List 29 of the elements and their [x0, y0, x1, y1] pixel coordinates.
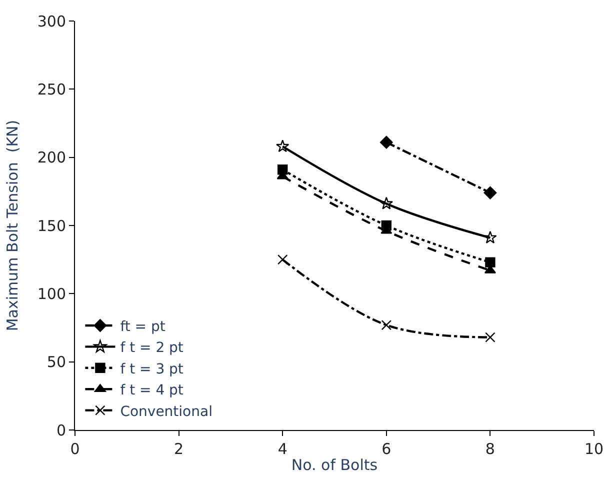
x-axis-title: No. of Bolts [291, 456, 378, 474]
y-tick-label: 100 [37, 284, 66, 303]
point [380, 196, 393, 210]
point [485, 332, 496, 342]
y-tick-label: 0 [56, 421, 66, 440]
point [484, 186, 497, 200]
point [380, 136, 393, 149]
legend-label: ft = pt [120, 318, 166, 335]
y-tick-label: 50 [46, 353, 66, 372]
legend-label: Conventional [120, 404, 212, 420]
point [381, 320, 392, 330]
point [484, 230, 497, 244]
point [485, 257, 496, 268]
point [276, 140, 290, 152]
y-tick-label: 250 [37, 80, 66, 98]
x-tick-label: 2 [174, 440, 184, 458]
legend-label: f t = 2 pt [120, 340, 184, 356]
legend-label: f t = 4 pt [120, 382, 184, 399]
y-tick-label: 150 [37, 216, 66, 235]
x-tick-label: 0 [70, 440, 80, 458]
x-tick-label: 10 [584, 440, 604, 458]
x-tick-label: 4 [278, 440, 288, 458]
y-tick-label: 200 [37, 148, 66, 167]
y-tick-label: 300 [37, 12, 66, 30]
y-axis-title: Maximum Bolt Tension (KN) [4, 120, 22, 332]
x-tick-label: 8 [485, 440, 495, 458]
legend-label: f t = 3 pt [120, 361, 184, 378]
x-tick-label: 6 [382, 440, 392, 458]
point [278, 254, 288, 265]
